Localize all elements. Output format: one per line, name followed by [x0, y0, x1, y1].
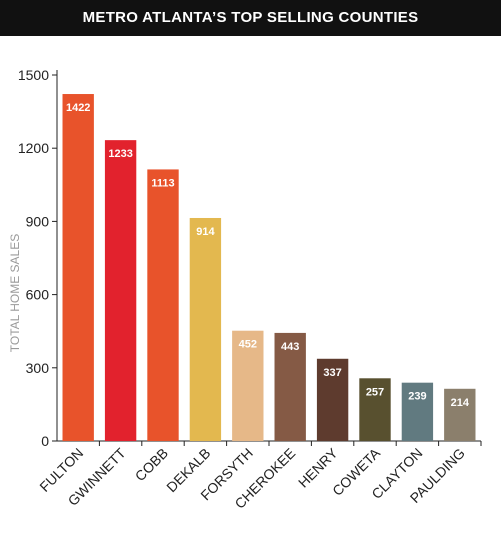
- bar-clayton: [401, 382, 434, 441]
- data-label: 257: [366, 386, 384, 398]
- y-tick-label: 1500: [18, 67, 49, 83]
- y-tick-label: 1200: [18, 140, 49, 156]
- y-tick-label: 900: [26, 213, 50, 229]
- title-bar: METRO ATLANTA’S TOP SELLING COUNTIES: [0, 0, 501, 36]
- bar-cobb: [147, 169, 179, 442]
- y-ticks: 0 300 600 900 1200 1500: [18, 67, 57, 449]
- bar-forsyth: [232, 330, 264, 441]
- data-label: 337: [323, 367, 341, 379]
- bar-henry: [316, 358, 349, 441]
- bar-dekalb: [189, 217, 222, 441]
- bar-fulton: [62, 94, 94, 442]
- bar-gwinnett: [104, 140, 137, 441]
- y-tick-label: 0: [41, 433, 49, 449]
- data-label: 1233: [108, 148, 132, 160]
- data-label: 443: [281, 341, 299, 353]
- data-label: 452: [239, 339, 257, 351]
- bar-paulding: [444, 388, 476, 441]
- y-tick-label: 600: [26, 287, 50, 303]
- data-label: 1422: [66, 102, 90, 114]
- bar-cherokee: [274, 332, 306, 441]
- data-label: 1113: [151, 177, 174, 189]
- data-label: 914: [196, 226, 215, 238]
- y-axis-label: TOTAL HOME SALES: [8, 234, 22, 352]
- data-label: 214: [451, 397, 470, 409]
- bars: [62, 94, 476, 442]
- data-label: 239: [408, 391, 426, 403]
- value-labels: 1422 1233 1113 914 452 443 337 257 239 214: [66, 102, 470, 409]
- y-tick-label: 300: [26, 360, 50, 376]
- chart-title: METRO ATLANTA’S TOP SELLING COUNTIES: [82, 9, 419, 26]
- bar-coweta: [359, 378, 391, 441]
- x-tick-label: COBB: [132, 445, 171, 484]
